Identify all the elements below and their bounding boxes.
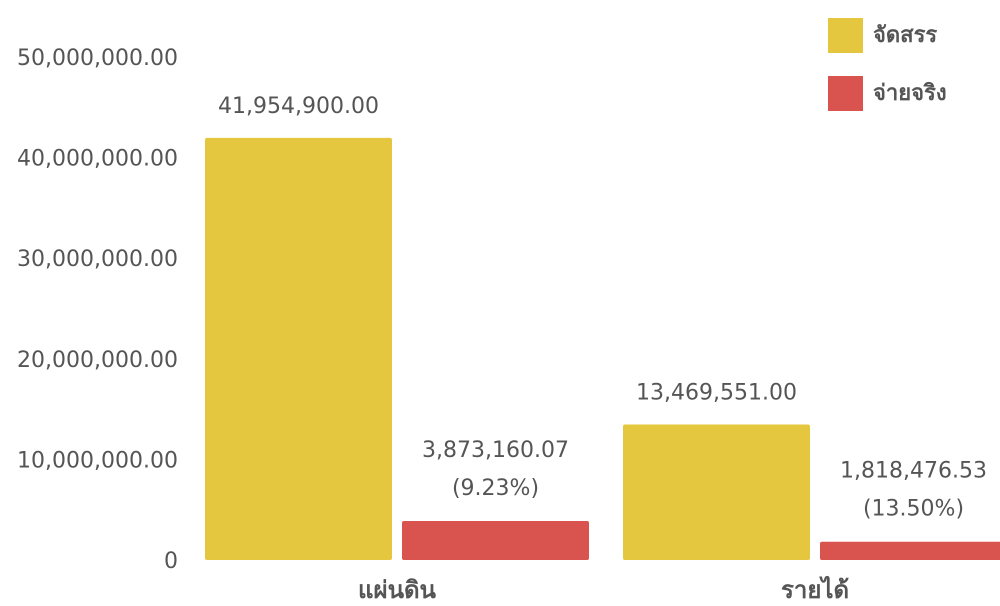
bar-value-label: 3,873,160.07 (422, 438, 569, 463)
bar-percent-label: (9.23%) (452, 476, 539, 501)
bar-value-label: 41,954,900.00 (218, 94, 379, 119)
bar-paid-0 (402, 521, 589, 560)
y-tick-label: 40,000,000.00 (17, 147, 178, 172)
bars (205, 137, 1000, 560)
legend-swatch (828, 76, 863, 111)
bar-paid-1 (820, 541, 1000, 560)
x-category-label: รายได้ (781, 575, 849, 604)
bar-value-label: 1,818,476.53 (840, 459, 987, 484)
legend-swatch (828, 18, 863, 53)
y-tick-label: 0 (164, 549, 178, 574)
legend-label: จ่ายจริง (873, 81, 947, 106)
bar-value-label: 13,469,551.00 (636, 380, 797, 405)
y-tick-label: 50,000,000.00 (17, 46, 178, 71)
bar-allocated-0 (205, 137, 392, 560)
y-tick-label: 10,000,000.00 (17, 448, 178, 473)
legend-label: จัดสรร (873, 23, 937, 48)
x-category-label: แผ่นดิน (358, 576, 437, 604)
data-labels: 41,954,900.00 3,873,160.07 (9.23%) 13,469,5… (218, 94, 987, 522)
y-tick-label: 30,000,000.00 (17, 247, 178, 272)
x-axis: แผ่นดิน รายได้ (358, 575, 849, 604)
bar-percent-label: (13.50%) (863, 497, 964, 522)
y-tick-label: 20,000,000.00 (17, 348, 178, 373)
y-axis: 0 10,000,000.00 20,000,000.00 30,000,000.00… (17, 46, 178, 574)
bar-allocated-1 (623, 424, 810, 560)
